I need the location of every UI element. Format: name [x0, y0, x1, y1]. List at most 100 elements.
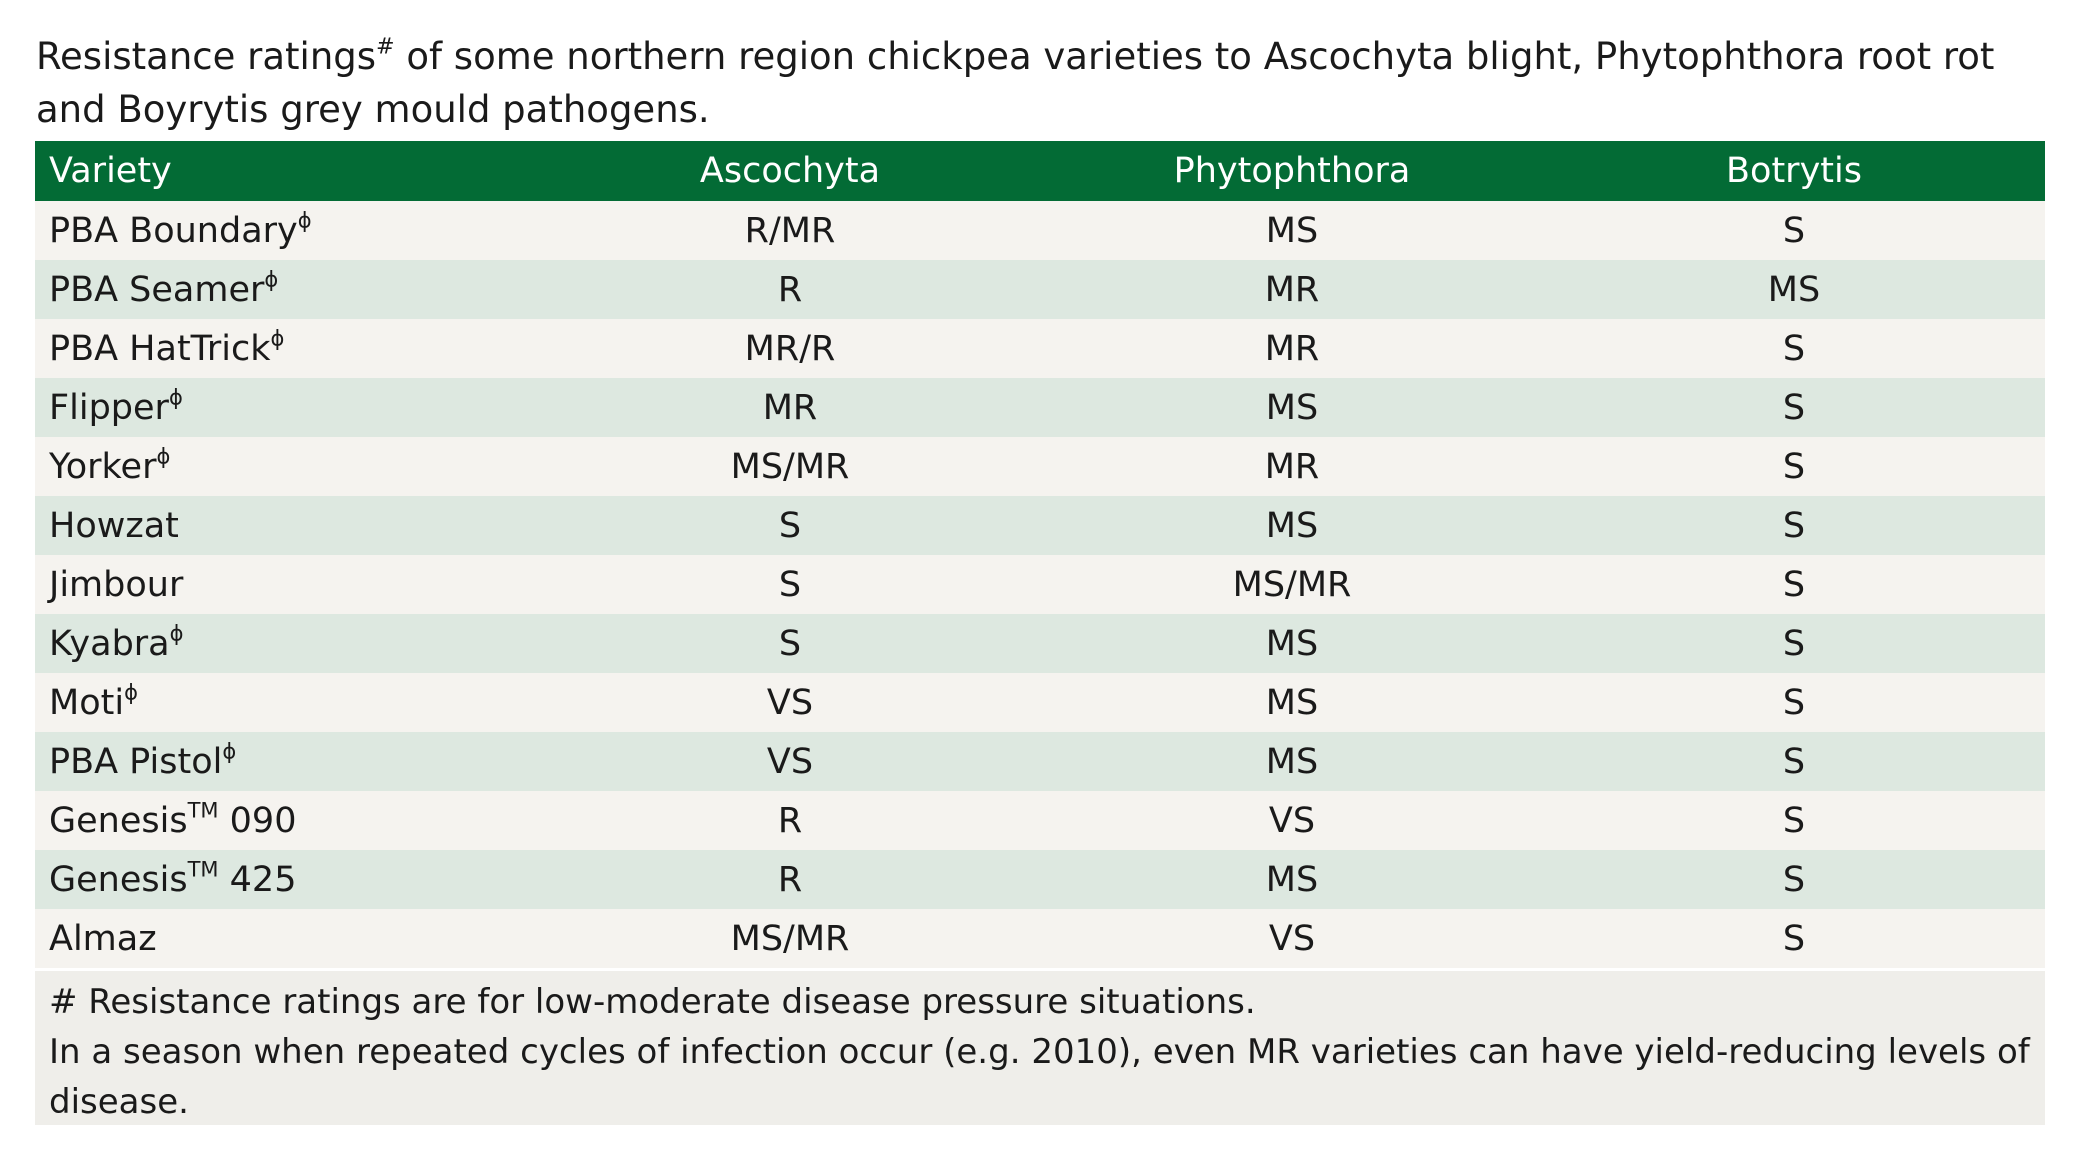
table-row: Flipperɸ MR MS S — [35, 378, 2045, 437]
rating-cell: VS — [1268, 918, 1316, 959]
variety-name: Genesis — [49, 800, 188, 841]
table-row: Howzat S MS S — [35, 496, 2045, 555]
rating-cell: R — [777, 859, 803, 900]
footnote: # Resistance ratings are for low-moderat… — [49, 982, 1256, 1022]
title-text: Resistance ratings — [36, 35, 377, 78]
variety-cell: PBA Pistolɸ — [35, 738, 539, 782]
rating-cell: MS — [1265, 505, 1319, 546]
header-cell: Variety — [49, 151, 172, 191]
variety-name: Almaz — [49, 918, 157, 959]
header-cell: Ascochyta — [699, 151, 881, 191]
rating-cell: MS — [1265, 741, 1319, 782]
rating-cell: MS/MR — [1232, 564, 1352, 605]
variety-name: PBA Seamer — [49, 269, 265, 310]
variety-name: PBA Boundary — [49, 210, 298, 251]
rating-cell: S — [1782, 328, 1806, 369]
rating-cell: S — [1782, 210, 1806, 251]
rating-cell: MR/R — [744, 328, 836, 369]
variety-cell: Almaz — [35, 919, 539, 959]
variety-cell: GenesisTM 090 — [35, 797, 539, 841]
variety-name: Yorker — [49, 446, 157, 487]
table-row: PBA Seamerɸ R MR MS — [35, 260, 2045, 319]
variety-mark: ɸ — [124, 679, 138, 704]
variety-name: Jimbour — [49, 564, 184, 605]
variety-mark: ɸ — [222, 738, 237, 763]
variety-name: Moti — [49, 682, 125, 723]
rating-cell: MS — [1265, 859, 1319, 900]
variety-mark: ɸ — [156, 443, 171, 468]
rating-cell: VS — [1268, 800, 1316, 841]
variety-mark: ɸ — [297, 207, 312, 232]
rating-cell: R/MR — [744, 210, 836, 251]
table-row: PBA Boundaryɸ R/MR MS S — [35, 201, 2045, 260]
rating-cell: MR — [1264, 446, 1320, 487]
variety-name: Howzat — [49, 505, 179, 546]
rating-cell: S — [778, 623, 802, 664]
rating-cell: MS — [1265, 210, 1319, 251]
rating-cell: S — [778, 505, 802, 546]
table-row: Kyabraɸ S MS S — [35, 614, 2045, 673]
variety-mark: ɸ — [168, 384, 183, 409]
rating-cell: VS — [766, 682, 814, 723]
table-row: Motiɸ VS MS S — [35, 673, 2045, 732]
rating-cell: S — [778, 564, 802, 605]
variety-cell: Kyabraɸ — [35, 620, 539, 664]
table-row: PBA HatTrickɸ MR/R MR S — [35, 319, 2045, 378]
variety-mark: ɸ — [169, 620, 184, 645]
rating-cell: S — [1782, 800, 1806, 841]
title-mark: # — [376, 33, 395, 60]
variety-mark: ɸ — [270, 325, 285, 350]
variety-cell: Howzat — [35, 506, 539, 546]
table-row: Almaz MS/MR VS S — [35, 909, 2045, 968]
rating-cell: R — [777, 269, 803, 310]
variety-cell: Yorkerɸ — [35, 443, 539, 487]
rating-cell: MR — [762, 387, 818, 428]
variety-name: Genesis — [49, 859, 188, 900]
variety-mark: TM — [187, 856, 219, 881]
header-cell: Phytophthora — [1173, 151, 1411, 191]
footnotes: # Resistance ratings are for low-moderat… — [35, 971, 2045, 1125]
variety-suffix: 425 — [218, 859, 297, 900]
title: Resistance ratings# of some northern reg… — [36, 30, 2046, 136]
variety-mark: ɸ — [264, 266, 279, 291]
rating-cell: S — [1782, 564, 1806, 605]
variety-cell: PBA Boundaryɸ — [35, 207, 539, 251]
rating-cell: VS — [766, 741, 814, 782]
title-rest: of some northern region chickpea varieti… — [36, 35, 1995, 131]
rating-cell: S — [1782, 387, 1806, 428]
rating-cell: R — [777, 800, 803, 841]
variety-name: Flipper — [49, 387, 169, 428]
rating-cell: S — [1782, 682, 1806, 723]
rating-cell: MS — [1767, 269, 1821, 310]
rating-cell: MS/MR — [730, 918, 850, 959]
table-row: Yorkerɸ MS/MR MR S — [35, 437, 2045, 496]
rating-cell: MR — [1264, 328, 1320, 369]
table-row: Jimbour S MS/MR S — [35, 555, 2045, 614]
variety-cell: Flipperɸ — [35, 384, 539, 428]
table-row: PBA Pistolɸ VS MS S — [35, 732, 2045, 791]
header-row: Variety Ascochyta Phytophthora Botrytis — [35, 141, 2045, 201]
variety-mark: TM — [187, 797, 219, 822]
variety-name: PBA HatTrick — [49, 328, 271, 369]
header-cell: Botrytis — [1726, 151, 1862, 191]
variety-name: Kyabra — [49, 623, 170, 664]
rating-cell: MS — [1265, 623, 1319, 664]
rating-cell: S — [1782, 741, 1806, 782]
variety-cell: PBA HatTrickɸ — [35, 325, 539, 369]
rating-cell: S — [1782, 446, 1806, 487]
rating-cell: S — [1782, 505, 1806, 546]
variety-cell: Jimbour — [35, 565, 539, 605]
rating-cell: S — [1782, 918, 1806, 959]
variety-suffix: 090 — [218, 800, 297, 841]
table-row: GenesisTM 090 R VS S — [35, 791, 2045, 850]
variety-cell: PBA Seamerɸ — [35, 266, 539, 310]
variety-cell: Motiɸ — [35, 679, 539, 723]
footnote: In a season when repeated cycles of infe… — [49, 1032, 2030, 1122]
rating-cell: S — [1782, 859, 1806, 900]
variety-cell: GenesisTM 425 — [35, 856, 539, 900]
variety-name: PBA Pistol — [49, 741, 223, 782]
rating-cell: MS — [1265, 387, 1319, 428]
table-row: GenesisTM 425 R MS S — [35, 850, 2045, 909]
rating-cell: MS/MR — [730, 446, 850, 487]
